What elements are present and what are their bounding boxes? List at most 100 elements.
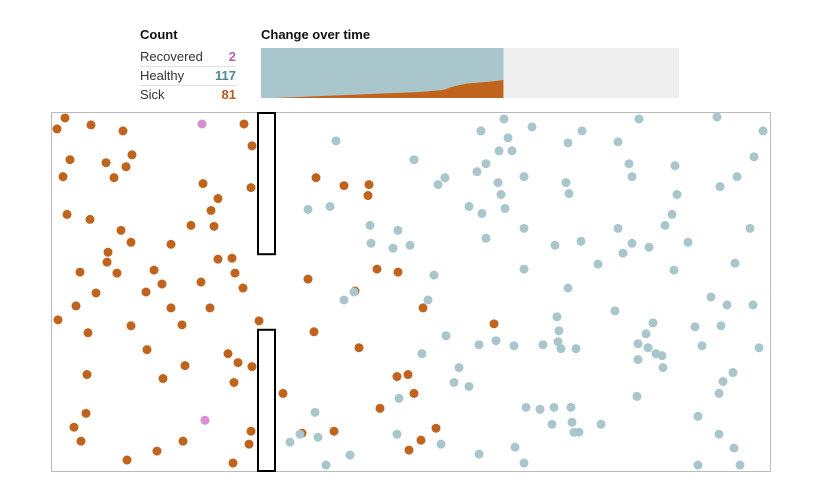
- sick-person-dot: [196, 277, 206, 287]
- sick-person-dot: [121, 162, 131, 172]
- sick-person-dot: [158, 374, 168, 384]
- healthy-person-dot: [613, 137, 623, 147]
- healthy-person-dot: [464, 201, 474, 211]
- sick-person-dot: [247, 141, 257, 151]
- healthy-person-dot: [613, 223, 623, 233]
- healthy-person-dot: [436, 439, 446, 449]
- sick-person-dot: [86, 120, 96, 130]
- healthy-person-dot: [732, 172, 742, 182]
- healthy-person-dot: [758, 126, 768, 136]
- sick-person-dot: [186, 220, 196, 230]
- sick-person-dot: [52, 124, 62, 134]
- healthy-person-dot: [633, 355, 643, 365]
- sick-person-dot: [71, 301, 81, 311]
- sick-person-dot: [213, 254, 223, 264]
- healthy-person-dot: [464, 381, 474, 391]
- healthy-person-dot: [285, 437, 295, 447]
- sick-person-dot: [403, 370, 413, 380]
- sick-person-dot: [101, 158, 111, 168]
- sick-person-dot: [223, 349, 233, 359]
- healthy-person-dot: [476, 126, 486, 136]
- healthy-person-dot: [519, 458, 529, 468]
- healthy-person-dot: [730, 258, 740, 268]
- healthy-person-dot: [510, 442, 520, 452]
- healthy-person-dot: [481, 233, 491, 243]
- healthy-person-dot: [554, 326, 564, 336]
- healthy-person-dot: [481, 159, 491, 169]
- healthy-person-dot: [519, 264, 529, 274]
- sick-person-dot: [418, 303, 428, 313]
- sick-person-dot: [489, 319, 499, 329]
- healthy-person-dot: [440, 173, 450, 183]
- sick-person-dot: [102, 257, 112, 267]
- healthy-person-dot: [472, 167, 482, 177]
- healthy-person-dot: [509, 341, 519, 351]
- sick-person-dot: [178, 436, 188, 446]
- healthy-person-dot: [610, 306, 620, 316]
- sick-person-dot: [157, 279, 167, 289]
- healthy-person-dot: [519, 172, 529, 182]
- healthy-person-dot: [556, 344, 566, 354]
- sick-person-dot: [58, 172, 68, 182]
- sick-person-dot: [122, 455, 132, 465]
- sick-person-dot: [303, 274, 313, 284]
- healthy-person-dot: [477, 208, 487, 218]
- healthy-person-dot: [596, 419, 606, 429]
- healthy-person-dot: [690, 322, 700, 332]
- healthy-person-dot: [538, 340, 548, 350]
- sick-person-dot: [152, 446, 162, 456]
- healthy-person-dot: [577, 126, 587, 136]
- barrier-wall-bottom: [257, 328, 276, 472]
- healthy-person-dot: [670, 161, 680, 171]
- sick-person-dot: [404, 445, 414, 455]
- healthy-person-dot: [441, 331, 451, 341]
- sick-person-dot: [103, 247, 113, 257]
- sick-person-dot: [246, 183, 256, 193]
- count-row-recovered: Recovered 2: [140, 48, 236, 67]
- sick-person-dot: [375, 403, 385, 413]
- sick-person-dot: [363, 191, 373, 201]
- sick-person-dot: [278, 388, 288, 398]
- healthy-person-dot: [728, 368, 738, 378]
- healthy-person-dot: [339, 295, 349, 305]
- healthy-person-dot: [507, 146, 517, 156]
- sick-person-dot: [91, 288, 101, 298]
- sick-person-dot: [83, 328, 93, 338]
- healthy-person-dot: [571, 344, 581, 354]
- sick-person-dot: [309, 327, 319, 337]
- healthy-person-dot: [643, 343, 653, 353]
- sick-area: [261, 80, 504, 98]
- healthy-person-dot: [500, 203, 510, 213]
- healthy-person-dot: [496, 190, 506, 200]
- count-title: Count: [140, 27, 178, 42]
- healthy-person-dot: [669, 265, 679, 275]
- count-value-recovered: 2: [228, 49, 236, 64]
- sick-person-dot: [205, 303, 215, 313]
- sick-person-dot: [233, 358, 243, 368]
- healthy-person-dot: [618, 248, 628, 258]
- healthy-person-dot: [632, 391, 642, 401]
- healthy-person-dot: [593, 259, 603, 269]
- healthy-person-dot: [499, 114, 509, 124]
- sick-person-dot: [53, 315, 63, 325]
- healthy-person-dot: [365, 220, 375, 230]
- healthy-person-dot: [345, 450, 355, 460]
- sick-person-dot: [247, 362, 257, 372]
- count-label-recovered: Recovered: [140, 49, 203, 64]
- sick-person-dot: [213, 194, 223, 204]
- healthy-person-dot: [503, 133, 513, 143]
- healthy-person-dot: [749, 152, 759, 162]
- healthy-person-dot: [521, 402, 531, 412]
- sick-person-dot: [166, 303, 176, 313]
- sick-person-dot: [177, 320, 187, 330]
- healthy-person-dot: [561, 178, 571, 188]
- healthy-person-dot: [349, 287, 359, 297]
- healthy-person-dot: [433, 180, 443, 190]
- sick-person-dot: [180, 361, 190, 371]
- healthy-person-dot: [644, 242, 654, 252]
- healthy-person-dot: [547, 419, 557, 429]
- sick-person-dot: [431, 423, 441, 433]
- healthy-person-dot: [552, 312, 562, 322]
- sick-person-dot: [149, 265, 159, 275]
- sick-person-dot: [228, 458, 238, 468]
